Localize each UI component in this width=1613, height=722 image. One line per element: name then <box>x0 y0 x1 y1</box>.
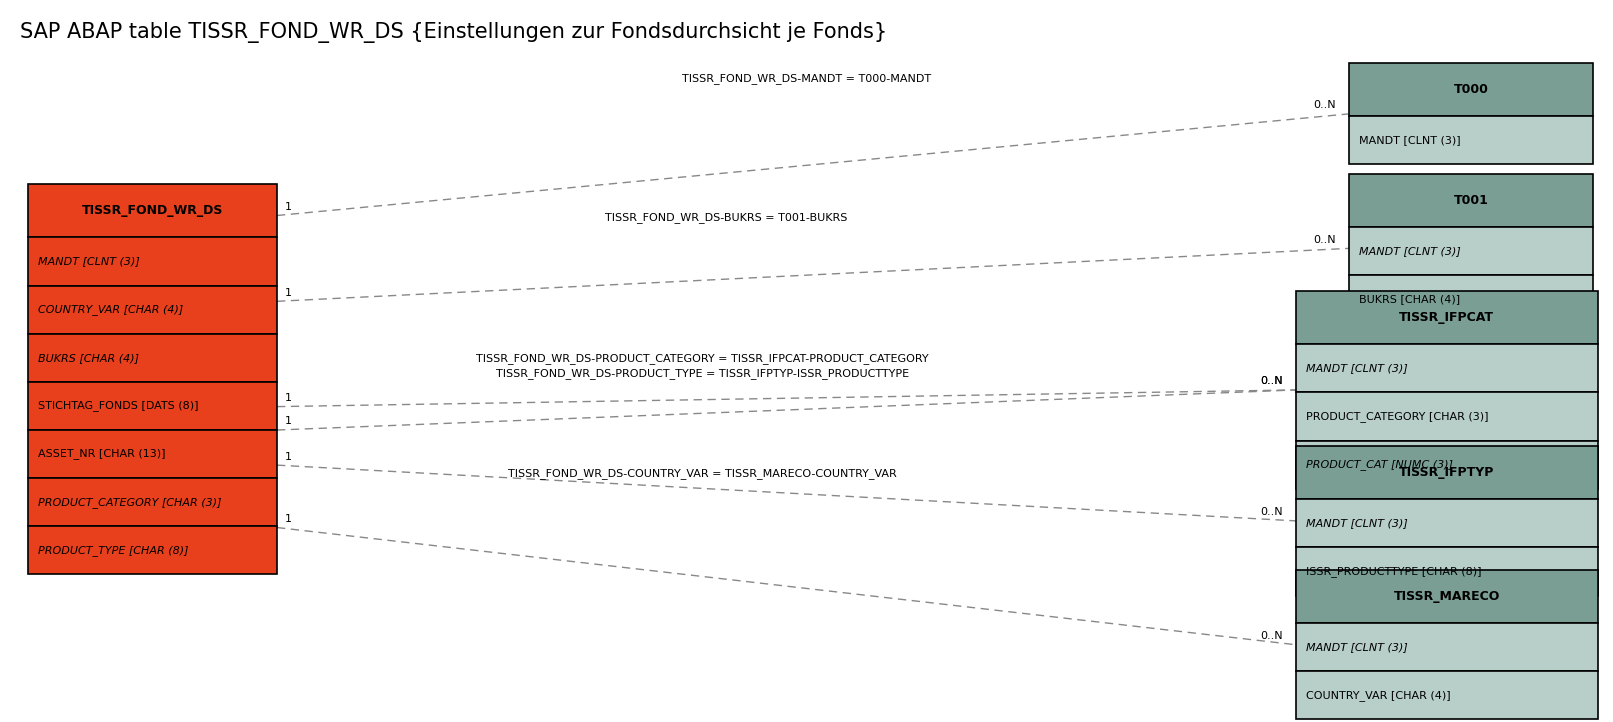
Text: PRODUCT_TYPE [CHAR (8)]: PRODUCT_TYPE [CHAR (8)] <box>37 545 189 556</box>
Text: STICHTAG_FONDS [DATS (8)]: STICHTAG_FONDS [DATS (8)] <box>37 401 198 412</box>
Text: TISSR_FOND_WR_DS-COUNTRY_VAR = TISSR_MARECO-COUNTRY_VAR: TISSR_FOND_WR_DS-COUNTRY_VAR = TISSR_MAR… <box>508 468 897 479</box>
Text: SAP ABAP table TISSR_FOND_WR_DS {Einstellungen zur Fondsdurchsicht je Fonds}: SAP ABAP table TISSR_FOND_WR_DS {Einstel… <box>21 22 887 43</box>
Bar <box>1295 500 1597 547</box>
Bar <box>1295 393 1597 440</box>
Text: BUKRS [CHAR (4)]: BUKRS [CHAR (4)] <box>37 353 139 362</box>
Text: 0..N: 0..N <box>1313 235 1336 245</box>
Bar <box>1295 570 1597 623</box>
Text: MANDT [CLNT (3)]: MANDT [CLNT (3)] <box>1305 518 1407 529</box>
Text: TISSR_IFPTYP: TISSR_IFPTYP <box>1398 466 1495 479</box>
Text: TISSR_FOND_WR_DS-PRODUCT_CATEGORY = TISSR_IFPCAT-PRODUCT_CATEGORY: TISSR_FOND_WR_DS-PRODUCT_CATEGORY = TISS… <box>476 353 929 364</box>
Text: COUNTRY_VAR [CHAR (4)]: COUNTRY_VAR [CHAR (4)] <box>37 304 184 315</box>
Text: MANDT [CLNT (3)]: MANDT [CLNT (3)] <box>37 256 140 266</box>
Bar <box>1348 116 1592 165</box>
Bar <box>1295 344 1597 393</box>
Text: 0..N: 0..N <box>1260 376 1282 386</box>
Text: 1: 1 <box>286 393 292 403</box>
Bar <box>1295 446 1597 500</box>
Text: T001: T001 <box>1453 193 1489 206</box>
Bar <box>1295 440 1597 489</box>
Text: 0..N: 0..N <box>1260 508 1282 518</box>
Text: TISSR_FOND_WR_DS-PRODUCT_TYPE = TISSR_IFPTYP-ISSR_PRODUCTTYPE: TISSR_FOND_WR_DS-PRODUCT_TYPE = TISSR_IF… <box>495 368 908 379</box>
Text: TISSR_MARECO: TISSR_MARECO <box>1394 590 1500 603</box>
Text: COUNTRY_VAR [CHAR (4)]: COUNTRY_VAR [CHAR (4)] <box>1305 690 1450 701</box>
Text: 1: 1 <box>286 417 292 427</box>
Text: PRODUCT_CAT [NUMC (3)]: PRODUCT_CAT [NUMC (3)] <box>1305 459 1453 470</box>
Bar <box>1348 227 1592 275</box>
Bar <box>29 478 277 526</box>
Text: 0..N: 0..N <box>1260 631 1282 641</box>
Text: TISSR_IFPCAT: TISSR_IFPCAT <box>1398 311 1494 324</box>
Text: MANDT [CLNT (3)]: MANDT [CLNT (3)] <box>1305 363 1407 373</box>
Bar <box>29 526 277 574</box>
Text: ISSR_PRODUCTTYPE [CHAR (8)]: ISSR_PRODUCTTYPE [CHAR (8)] <box>1305 566 1481 577</box>
Text: 1: 1 <box>286 451 292 461</box>
Bar <box>1348 174 1592 227</box>
Bar <box>1295 547 1597 596</box>
Text: TISSR_FOND_WR_DS-BUKRS = T001-BUKRS: TISSR_FOND_WR_DS-BUKRS = T001-BUKRS <box>605 212 847 223</box>
Text: TISSR_FOND_WR_DS: TISSR_FOND_WR_DS <box>82 204 223 217</box>
Text: BUKRS [CHAR (4)]: BUKRS [CHAR (4)] <box>1358 294 1460 304</box>
Text: MANDT [CLNT (3)]: MANDT [CLNT (3)] <box>1305 643 1407 652</box>
Bar <box>29 238 277 285</box>
Bar <box>1295 671 1597 719</box>
Bar <box>1348 275 1592 323</box>
Text: MANDT [CLNT (3)]: MANDT [CLNT (3)] <box>1358 136 1460 145</box>
Text: TISSR_FOND_WR_DS-MANDT = T000-MANDT: TISSR_FOND_WR_DS-MANDT = T000-MANDT <box>682 73 931 84</box>
Bar <box>1295 623 1597 671</box>
Bar <box>1348 64 1592 116</box>
Text: T000: T000 <box>1453 83 1489 96</box>
Bar <box>29 184 277 238</box>
Text: 1: 1 <box>286 202 292 212</box>
Bar <box>1295 291 1597 344</box>
Text: MANDT [CLNT (3)]: MANDT [CLNT (3)] <box>1358 246 1460 256</box>
Text: ASSET_NR [CHAR (13)]: ASSET_NR [CHAR (13)] <box>37 448 166 459</box>
Bar <box>29 382 277 430</box>
Text: 0..N: 0..N <box>1260 376 1282 386</box>
Bar <box>29 285 277 334</box>
Text: 1: 1 <box>286 288 292 297</box>
Text: PRODUCT_CATEGORY [CHAR (3)]: PRODUCT_CATEGORY [CHAR (3)] <box>1305 411 1489 422</box>
Bar <box>29 334 277 382</box>
Bar <box>29 430 277 478</box>
Text: 1: 1 <box>286 514 292 524</box>
Text: PRODUCT_CATEGORY [CHAR (3)]: PRODUCT_CATEGORY [CHAR (3)] <box>37 497 221 508</box>
Text: 0..N: 0..N <box>1313 100 1336 110</box>
